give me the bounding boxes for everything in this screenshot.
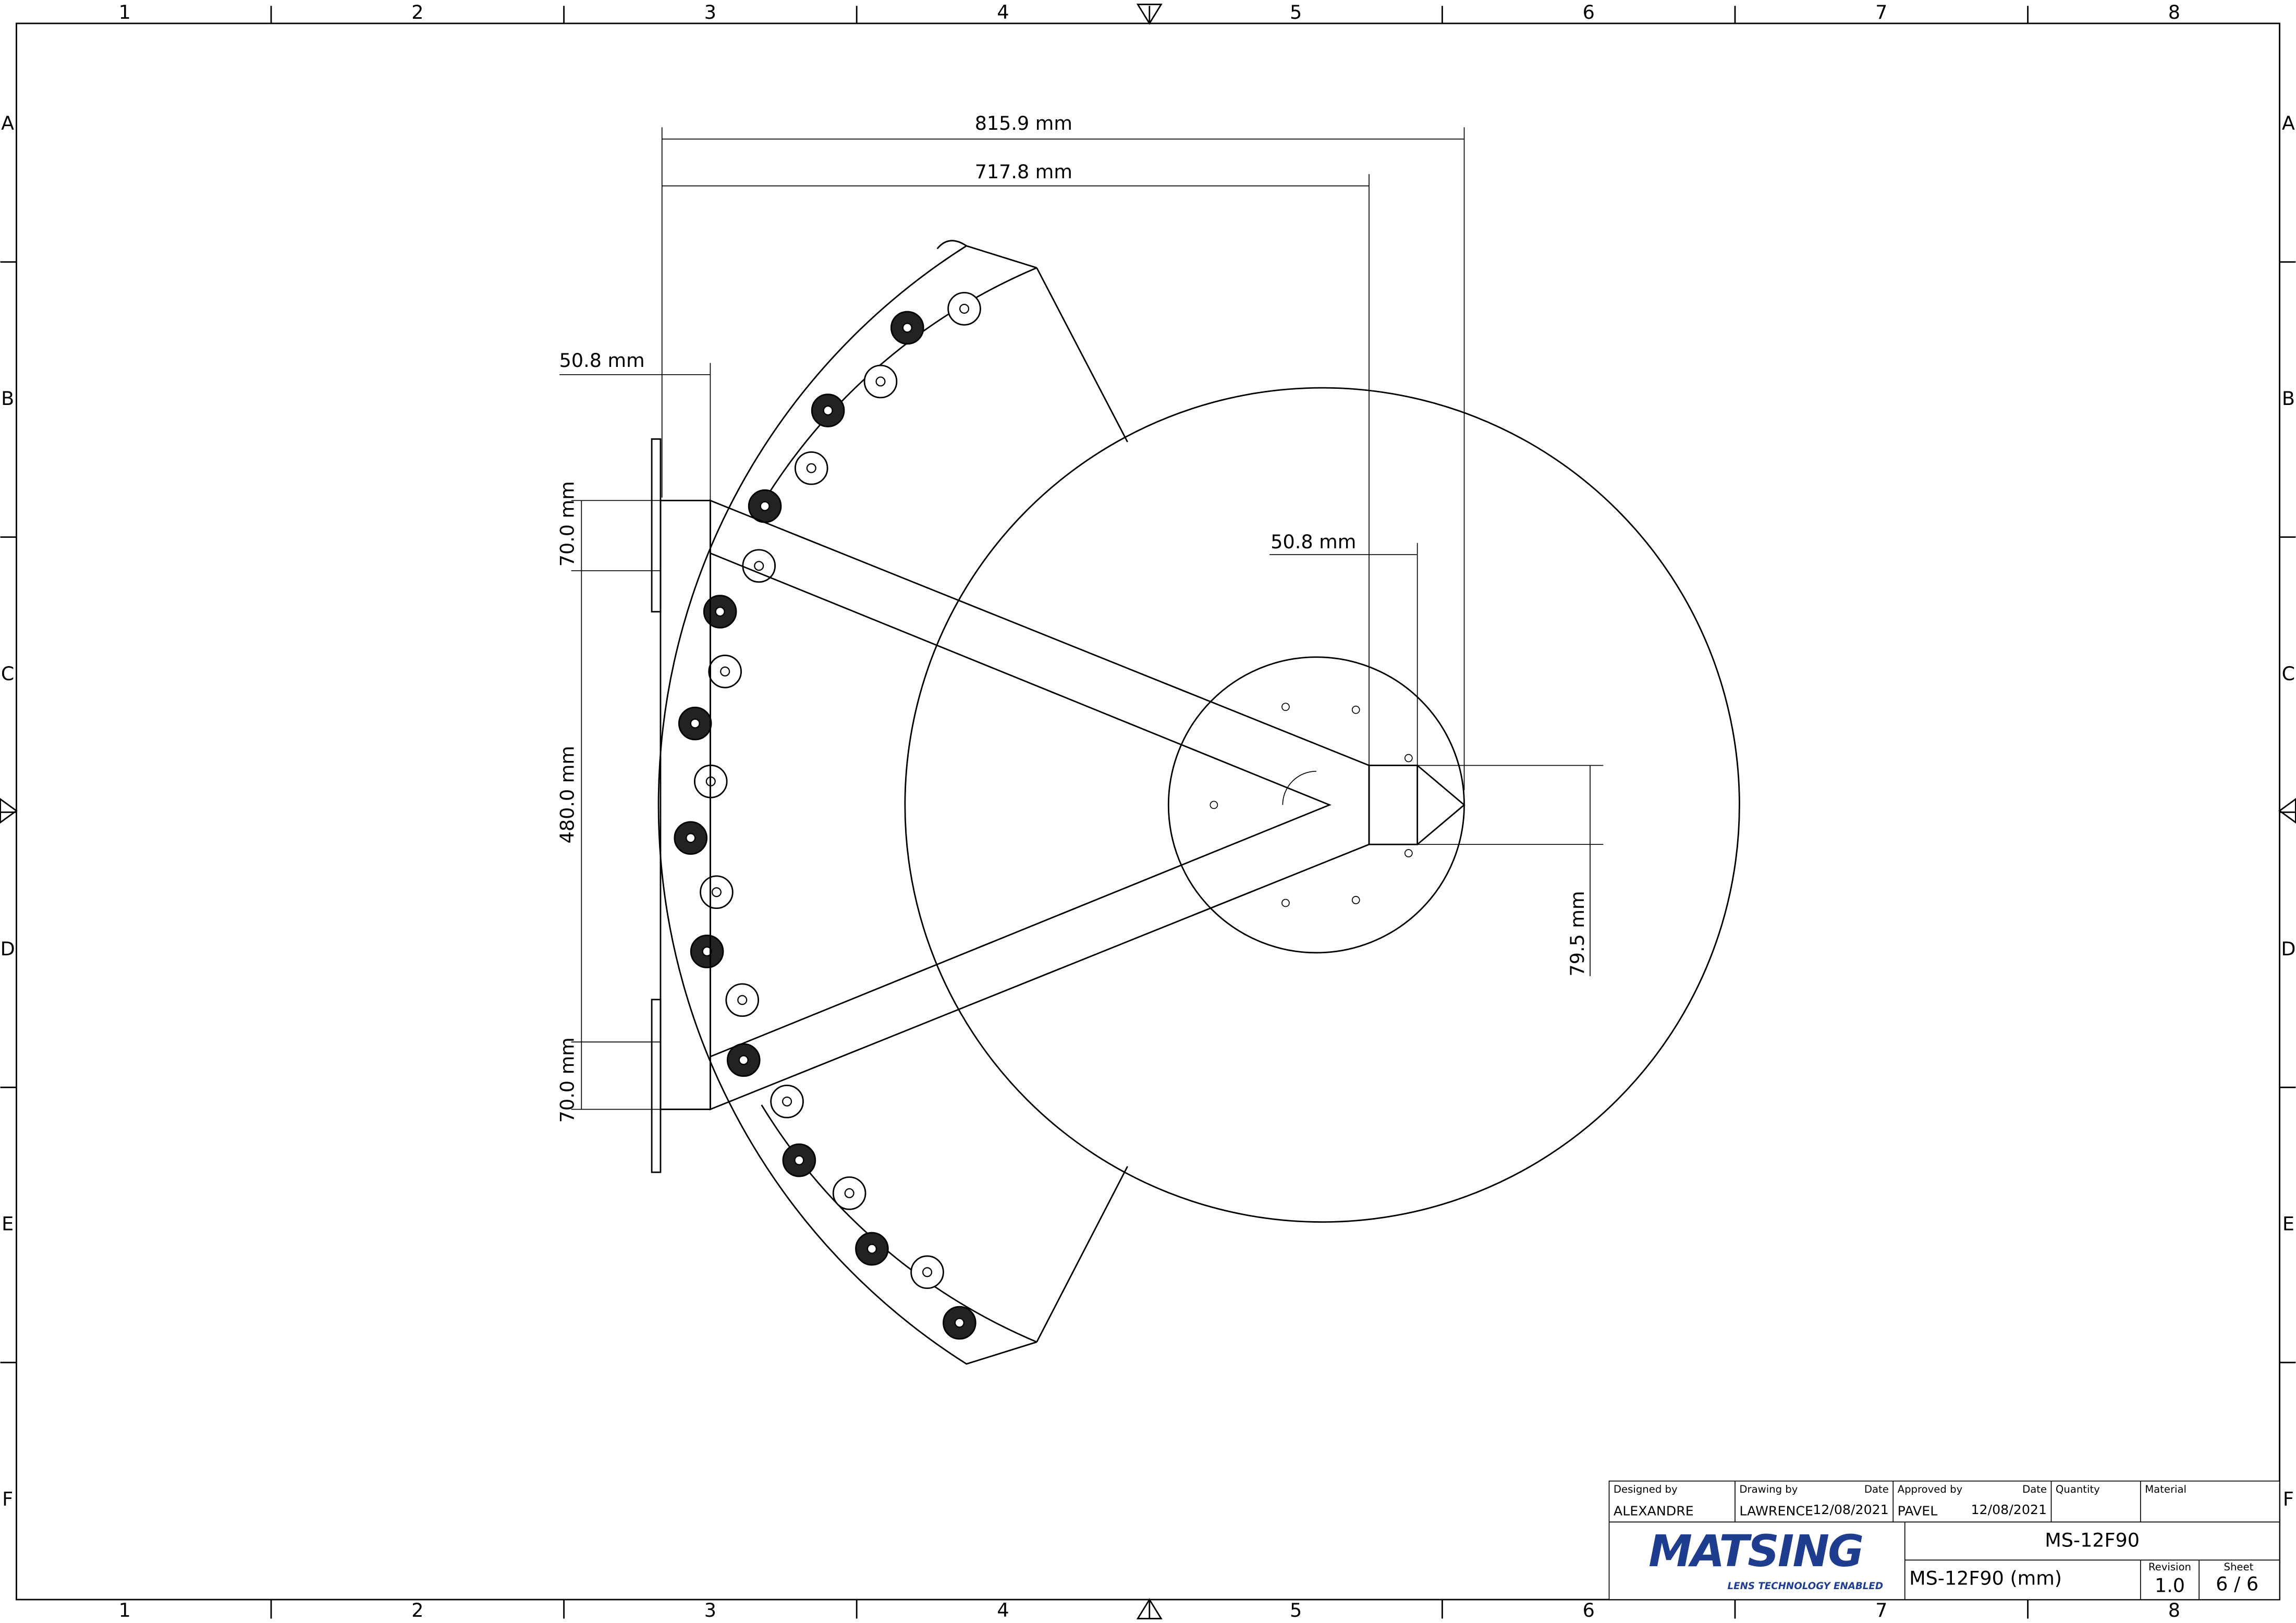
antenna-element-core [686,833,696,843]
column-label: 7 [1875,1599,1887,1621]
field-label: Revision [2148,1561,2191,1573]
row-label: C [1,662,15,685]
antenna-element-core [823,405,833,416]
antenna-element-core [754,561,764,571]
field-label: Sheet [2224,1561,2254,1573]
tagline: LENS TECHNOLOGY ENABLED [1727,1581,1883,1592]
dimension-label: 815.9 mm [975,112,1072,134]
column-label: 4 [997,1,1009,23]
antenna-element-core [954,1318,964,1328]
column-label: 1 [119,1599,131,1621]
antenna-element-core [720,666,730,677]
dimension-label: 480.0 mm [556,746,579,843]
antenna-element-core [875,376,886,387]
dimension-label: 50.8 mm [1271,531,1356,553]
column-label: 6 [1583,1599,1595,1621]
column-label: 5 [1290,1,1302,23]
field-label: Designed by [1614,1483,1678,1495]
center-mark [2278,797,2296,824]
column-label: 3 [704,1,716,23]
row-label: A [2282,112,2295,134]
antenna-element-core [782,1096,792,1106]
row-label: C [2282,662,2295,685]
row-label: D [1,938,15,960]
column-label: 6 [1583,1,1595,23]
row-label: B [1,387,14,410]
column-label: 3 [704,1599,716,1621]
column-label: 2 [411,1,423,23]
revision: 1.0 [2155,1574,2185,1596]
field-label: Quantity [2056,1483,2100,1495]
frame [16,22,2280,1601]
field-value: 12/08/2021 [1971,1502,2047,1517]
field-label: Date [2022,1483,2047,1495]
antenna-element-core [794,1155,804,1165]
column-label: 1 [119,1,131,23]
antenna-element-core [844,1188,854,1198]
antenna-element-core [959,303,970,314]
field-value: LAWRENCE [1739,1504,1813,1519]
dimension-label: 70.0 mm [556,1037,579,1123]
antenna-element-core [737,995,748,1005]
antenna-element-core [738,1055,749,1065]
row-label: A [1,112,14,134]
dimension-label: 79.5 mm [1566,891,1589,976]
antenna-element-core [702,946,712,957]
title-block [1608,1480,2280,1600]
antenna-element-core [866,1244,877,1254]
row-label: E [2,1213,14,1235]
row-label: D [2281,938,2295,960]
logo: MATSING [1648,1526,1862,1577]
field-value: ALEXANDRE [1614,1504,1694,1519]
field-label: Date [1864,1483,1889,1495]
column-label: 7 [1875,1,1887,23]
dimension-label: 717.8 mm [975,161,1072,183]
sheet-number: 6 / 6 [2216,1572,2258,1595]
drawing-title: MS-12F90 (mm) [1909,1567,2062,1589]
row-label: B [2282,387,2295,410]
antenna-element-core [711,887,722,897]
field-label: Material [2145,1483,2187,1495]
field-value: PAVEL [1898,1504,1938,1519]
center-mark [1136,4,1163,25]
center-mark [1136,1598,1163,1619]
column-label: 8 [2168,1599,2180,1621]
field-label: Approved by [1898,1483,1963,1495]
antenna-element-core [806,463,816,473]
dimension-lines [559,127,1604,1110]
dimension-label: 50.8 mm [559,349,645,372]
column-label: 2 [411,1599,423,1621]
center-mark [0,797,18,824]
column-label: 8 [2168,1,2180,23]
row-label: F [2,1488,13,1510]
row-label: E [2282,1213,2294,1235]
column-label: 5 [1290,1599,1302,1621]
geometry [651,240,1740,1365]
antenna-element-core [690,718,700,729]
part-number: MS-12F90 [2045,1529,2140,1551]
row-label: F [2283,1488,2294,1510]
column-label: 4 [997,1599,1009,1621]
field-label: Drawing by [1739,1483,1798,1495]
antenna-element-core [922,1267,933,1277]
antenna-element-core [715,607,725,617]
antenna-element-core [760,501,770,511]
dimension-label: 70.0 mm [556,481,579,567]
antenna-element-core [902,323,912,333]
field-value: 12/08/2021 [1813,1502,1889,1517]
